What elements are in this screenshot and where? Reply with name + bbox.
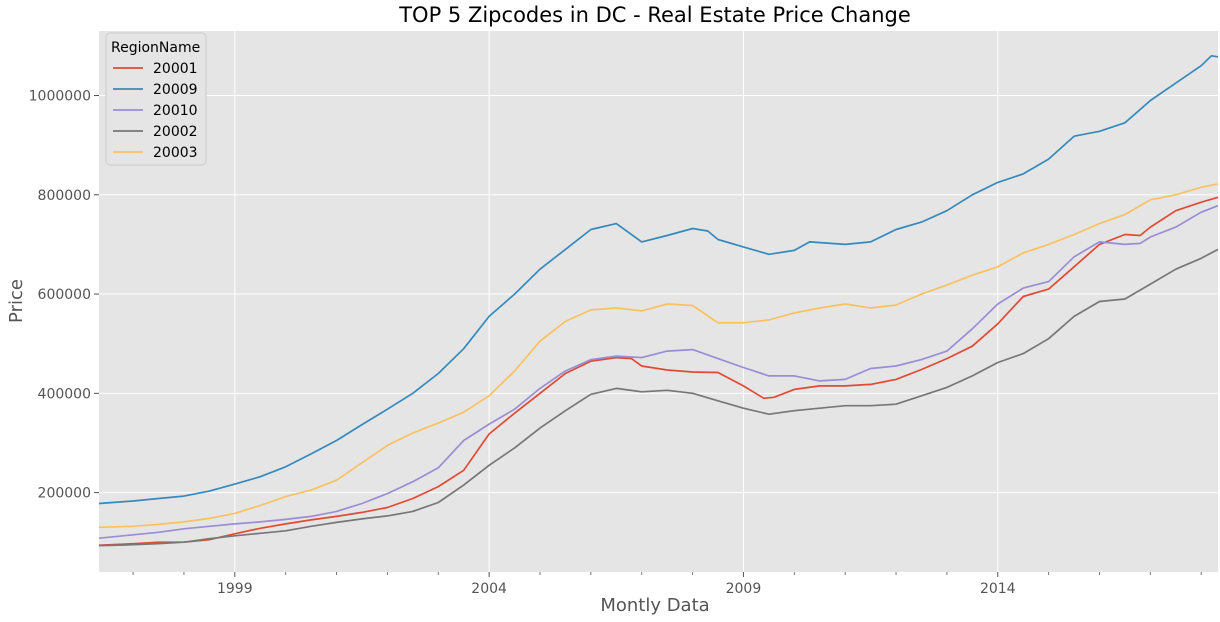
y-tick-label: 800000: [38, 188, 91, 204]
y-tick-label: 1000000: [29, 89, 91, 105]
legend-label-20009: 20009: [153, 82, 198, 98]
y-tick-label: 600000: [38, 287, 91, 303]
chart-title: TOP 5 Zipcodes in DC - Real Estate Price…: [398, 3, 911, 27]
y-tick-label: 200000: [38, 486, 91, 502]
x-tick-label: 2004: [471, 581, 507, 597]
series-line-20010: [98, 204, 1219, 540]
legend-items: 20001 20009 20010 20002 20003: [113, 61, 198, 161]
plot-area: [99, 31, 1218, 572]
series-line-20003: [98, 183, 1219, 529]
series-line-20002: [98, 248, 1219, 547]
x-tick-label: 2009: [726, 581, 762, 597]
series-line-20001: [98, 196, 1219, 547]
x-tick-label: 1999: [217, 581, 253, 597]
legend-label-20001: 20001: [153, 61, 198, 77]
y-axis-label: Price: [6, 279, 27, 323]
series-lines: [98, 54, 1219, 547]
legend: RegionName 20001 20009 20010 20002 20003: [105, 32, 207, 166]
legend-label-20002: 20002: [153, 124, 198, 140]
x-axis-label: Montly Data: [600, 595, 709, 616]
x-tick-label: 2014: [980, 581, 1016, 597]
gridlines: [99, 31, 1218, 572]
legend-title: RegionName: [111, 40, 200, 56]
series-line-20009: [98, 54, 1219, 505]
y-tick-label: 400000: [38, 386, 91, 402]
legend-label-20010: 20010: [153, 103, 198, 119]
legend-box: [105, 32, 207, 166]
legend-label-20003: 20003: [153, 145, 198, 161]
x-axis-ticks: 1999 2004 2009 2014: [132, 572, 1202, 597]
y-axis-ticks: 200000 400000 600000 800000 1000000: [29, 89, 99, 502]
